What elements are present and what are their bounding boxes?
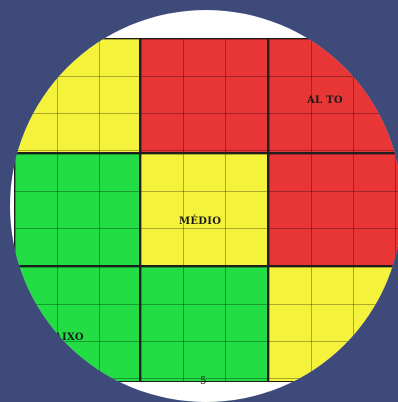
cell-r2-c0	[14, 266, 140, 382]
cell-r1-c2	[268, 153, 398, 266]
label-low: AIXO	[54, 332, 84, 343]
circular-frame: AL TO MÉDIO AIXO 5	[10, 10, 398, 402]
cell-r0-c1	[140, 38, 268, 153]
risk-matrix-grid: AL TO MÉDIO AIXO	[14, 38, 398, 382]
label-medium: MÉDIO	[179, 216, 222, 227]
cell-r2-c1	[140, 266, 268, 382]
cell-r2-c2	[268, 266, 398, 382]
label-high: AL TO	[307, 95, 343, 106]
cell-r1-c1	[140, 153, 268, 266]
cell-r0-c0	[14, 38, 140, 153]
cell-r0-c2	[268, 38, 398, 153]
cell-r1-c0	[14, 153, 140, 266]
axis-number: 5	[200, 376, 207, 387]
